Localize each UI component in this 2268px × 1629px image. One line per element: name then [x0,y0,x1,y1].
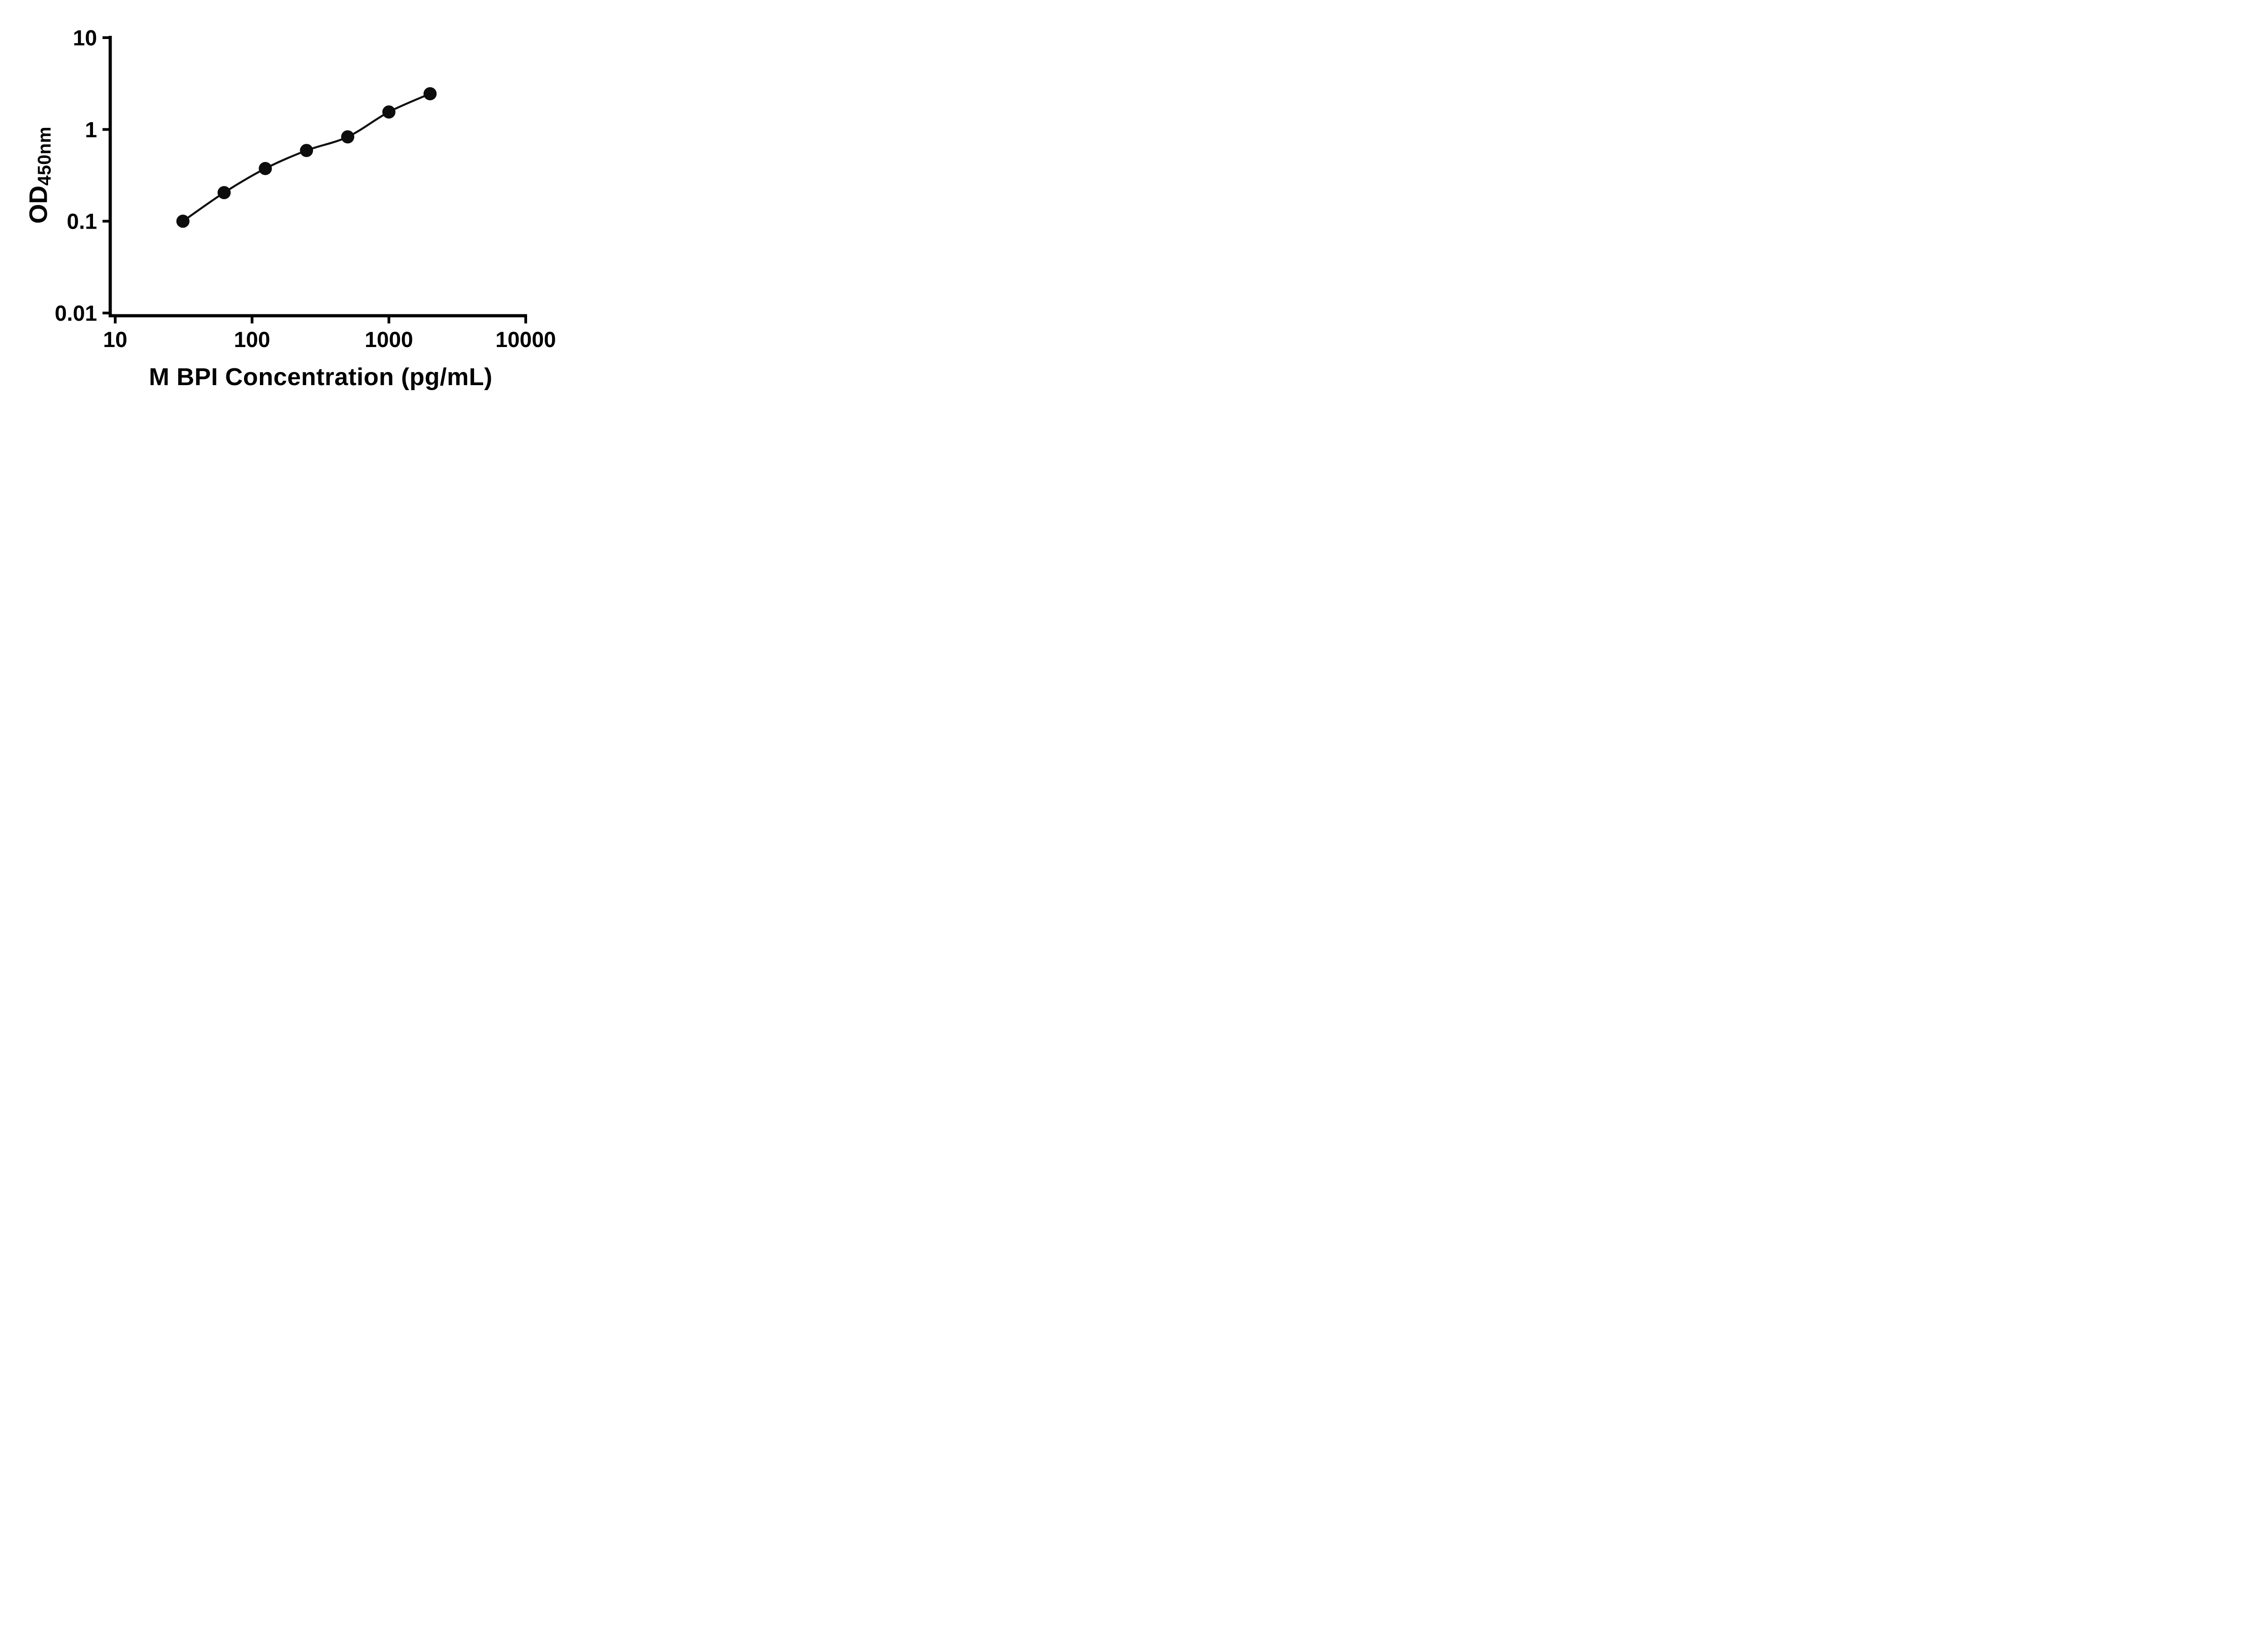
y-tick-label: 10 [73,26,97,50]
elisa-standard-curve-figure: 10 100 1000 10000 0.01 0.1 1 10 OD450nm M BPI C… [0,0,583,407]
data-point [300,144,313,157]
y-axis-title-main: OD [24,186,53,224]
y-tick-label: 0.01 [55,302,97,326]
data-point [217,186,231,200]
data-point [382,105,396,119]
x-tick-label: 100 [234,328,270,352]
plot-area: 10 100 1000 10000 0.01 0.1 1 10 [55,26,556,352]
y-axis-title: OD450nm [24,126,55,224]
x-tick-label: 1000 [365,328,413,352]
x-axis-title: M BPI Concentration (pg/mL) [149,363,493,391]
x-tick-label: 10 [103,328,127,352]
data-point [259,162,272,176]
y-tick-label: 1 [85,118,97,142]
data-point [176,215,190,228]
data-point [341,130,355,144]
y-axis-title-subscript: 450nm [34,126,55,186]
x-tick-label: 10000 [495,328,556,352]
data-point [423,87,437,101]
y-tick-label: 0.1 [67,210,97,234]
